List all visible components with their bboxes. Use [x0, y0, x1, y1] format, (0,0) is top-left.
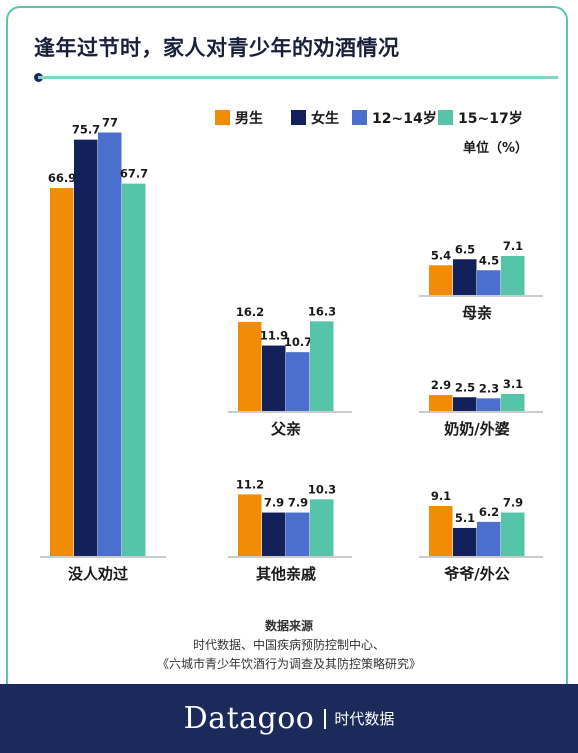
legend-swatch-1	[291, 110, 306, 125]
legend-label-1: 女生	[311, 110, 339, 127]
title-underline	[38, 76, 558, 79]
bar-2-3	[310, 499, 334, 556]
bar-0-2	[98, 132, 122, 556]
data-label-1-2: 10.7	[284, 335, 312, 349]
bar-5-0	[429, 505, 453, 556]
data-label-5-3: 7.9	[503, 496, 523, 510]
bar-1-2	[286, 352, 310, 411]
source-line-1: 时代数据、中国疾病预防控制中心、	[192, 638, 385, 652]
source-heading: 数据来源	[264, 619, 313, 633]
legend-swatch-2	[352, 110, 367, 125]
data-label-2-3: 10.3	[308, 482, 336, 496]
data-label-1-1: 11.9	[260, 329, 288, 343]
bar-1-3	[310, 321, 334, 411]
bar-chart: 66.9 75.777 67.7 没人劝过 16.2 11.910.7 16.3 父亲 11.2…	[40, 110, 543, 583]
brand-separator	[324, 708, 327, 729]
legend-label-0: 男生	[235, 110, 263, 127]
chart-title: 逢年过节时，家人对青少年的劝酒情况	[34, 36, 400, 60]
data-label-3-0: 5.4	[431, 248, 451, 262]
data-label-4-3: 3.1	[503, 377, 523, 391]
brand: Datagoo 时代数据	[0, 684, 578, 753]
bar-3-0	[429, 265, 453, 295]
category-label-0: 没人劝过	[68, 565, 128, 583]
bar-0-0	[50, 188, 74, 557]
category-label-5: 爷爷/外公	[444, 565, 509, 583]
bar-1-0	[238, 321, 262, 411]
data-label-1-3: 16.3	[308, 304, 336, 318]
legend-swatch-0	[215, 110, 230, 125]
category-label-4: 奶奶/外婆	[444, 420, 509, 438]
data-label-2-1: 7.9	[264, 496, 284, 510]
data-label-4-2: 2.3	[479, 381, 499, 395]
legend-label-2: 12~14岁	[372, 110, 437, 127]
bar-4-2	[477, 398, 501, 411]
bar-3-2	[477, 270, 501, 295]
bar-4-3	[501, 393, 525, 411]
bar-2-2	[286, 512, 310, 556]
bar-2-1	[262, 512, 286, 556]
bar-5-3	[501, 512, 525, 556]
bar-4-0	[429, 395, 453, 411]
bar-0-1	[74, 139, 98, 556]
data-label-4-1: 2.5	[455, 380, 475, 394]
data-label-0-1: 75.7	[72, 123, 100, 137]
brand-cn-name: 时代数据	[334, 710, 395, 728]
unit-label: 单位（%）	[463, 140, 528, 156]
bar-4-1	[453, 397, 477, 411]
data-label-1-0: 16.2	[236, 305, 264, 319]
data-label-3-1: 6.5	[455, 242, 475, 256]
data-label-3-3: 7.1	[503, 239, 523, 253]
bar-5-1	[453, 527, 477, 556]
bar-3-3	[501, 255, 525, 295]
data-label-3-2: 4.5	[479, 253, 499, 267]
data-label-2-0: 11.2	[236, 477, 264, 491]
footer-bar: Datagoo 时代数据	[0, 684, 578, 753]
category-label-1: 父亲	[270, 420, 301, 438]
data-label-5-2: 6.2	[479, 505, 499, 519]
category-label-3: 母亲	[462, 304, 492, 322]
brand-name: Datagoo	[183, 701, 315, 736]
data-label-0-3: 67.7	[120, 167, 148, 181]
bar-0-3	[122, 183, 146, 556]
bar-1-1	[262, 345, 286, 411]
category-label-2: 其他亲戚	[256, 565, 316, 583]
data-label-2-2: 7.9	[288, 496, 308, 510]
legend-swatch-3	[438, 110, 453, 125]
bar-5-2	[477, 521, 501, 556]
bar-3-1	[453, 259, 477, 295]
legend-label-3: 15~17岁	[458, 110, 523, 127]
data-label-0-0: 66.9	[48, 171, 76, 185]
data-label-0-2: 77	[102, 116, 118, 130]
bar-2-0	[238, 494, 262, 556]
data-label-4-0: 2.9	[431, 378, 451, 392]
data-label-5-0: 9.1	[431, 489, 451, 503]
source-line-2: 《六城市青少年饮酒行为调查及其防控策略研究》	[156, 657, 421, 671]
data-label-5-1: 5.1	[455, 511, 475, 525]
